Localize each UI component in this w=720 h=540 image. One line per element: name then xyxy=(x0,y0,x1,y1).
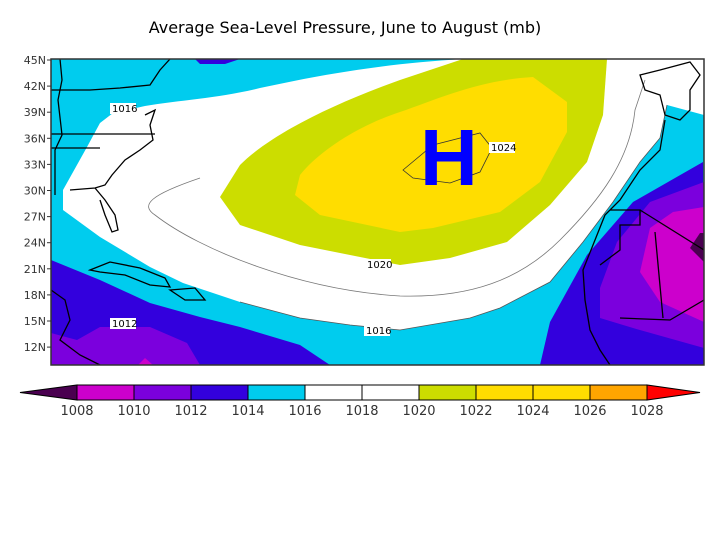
colorbar-box xyxy=(475,384,534,401)
contour-label: 1012 xyxy=(112,319,137,330)
colorbar-box xyxy=(532,384,591,401)
lat-label: 45N xyxy=(24,54,46,67)
colorbar-label: 1028 xyxy=(630,404,663,419)
map-frame xyxy=(50,58,705,366)
colorbar-box xyxy=(247,384,306,401)
lat-label: 21N xyxy=(24,263,46,276)
colorbar-under-arrow xyxy=(19,384,78,401)
high-pressure-marker: H xyxy=(420,113,478,202)
contour-fills xyxy=(51,59,704,365)
lat-label: 12N xyxy=(24,341,46,354)
fill-1010-west xyxy=(51,327,200,365)
colorbar-label: 1008 xyxy=(60,404,93,419)
coastlines xyxy=(51,59,704,365)
colorbar: 1008 1010 1012 1014 1016 1018 1020 1022 1024 1026… xyxy=(19,384,701,419)
colorbar-over-arrow xyxy=(646,384,701,401)
colorbar-box xyxy=(190,384,249,401)
lat-label: 33N xyxy=(24,158,46,171)
contour-1024 xyxy=(402,132,493,184)
colorbar-box xyxy=(361,384,420,401)
colorbar-label: 1014 xyxy=(231,404,264,419)
colorbar-box xyxy=(589,384,648,401)
contour-label: 1016 xyxy=(366,326,391,337)
latitude-axis: 45N 42N 39N 36N 33N 30N 27N 24N 21N 18N 15N 12N xyxy=(24,54,51,354)
colorbar-box xyxy=(418,384,477,401)
colorbar-label: 1018 xyxy=(345,404,378,419)
colorbar-box xyxy=(133,384,192,401)
contour-label: 1020 xyxy=(367,260,392,271)
fill-1008-west xyxy=(138,358,153,365)
colorbar-label: 1010 xyxy=(117,404,150,419)
colorbar-label: 1022 xyxy=(459,404,492,419)
lat-label: 18N xyxy=(24,289,46,302)
contour-1016 xyxy=(239,104,668,331)
colorbar-label: 1026 xyxy=(573,404,606,419)
lat-label: 36N xyxy=(24,132,46,145)
lat-label: 42N xyxy=(24,80,46,93)
map-title: Average Sea-Level Pressure, June to Augu… xyxy=(148,18,542,37)
lat-label: 24N xyxy=(24,237,46,250)
colorbar-box xyxy=(304,384,363,401)
lat-label: 15N xyxy=(24,315,46,328)
contour-1018 xyxy=(148,79,646,297)
colorbar-label: 1024 xyxy=(516,404,549,419)
fill-1022 xyxy=(295,77,567,232)
lat-label: 39N xyxy=(24,106,46,119)
colorbar-label: 1020 xyxy=(402,404,435,419)
contour-label: 1016 xyxy=(112,104,137,115)
colorbar-box xyxy=(76,384,135,401)
colorbar-label: 1016 xyxy=(288,404,321,419)
colorbar-label: 1012 xyxy=(174,404,207,419)
lat-label: 27N xyxy=(24,211,46,224)
fill-1012-top xyxy=(195,59,240,64)
fill-lt1008-east xyxy=(690,233,704,262)
contour-label: 1024 xyxy=(491,143,516,154)
lat-label: 30N xyxy=(24,185,46,198)
